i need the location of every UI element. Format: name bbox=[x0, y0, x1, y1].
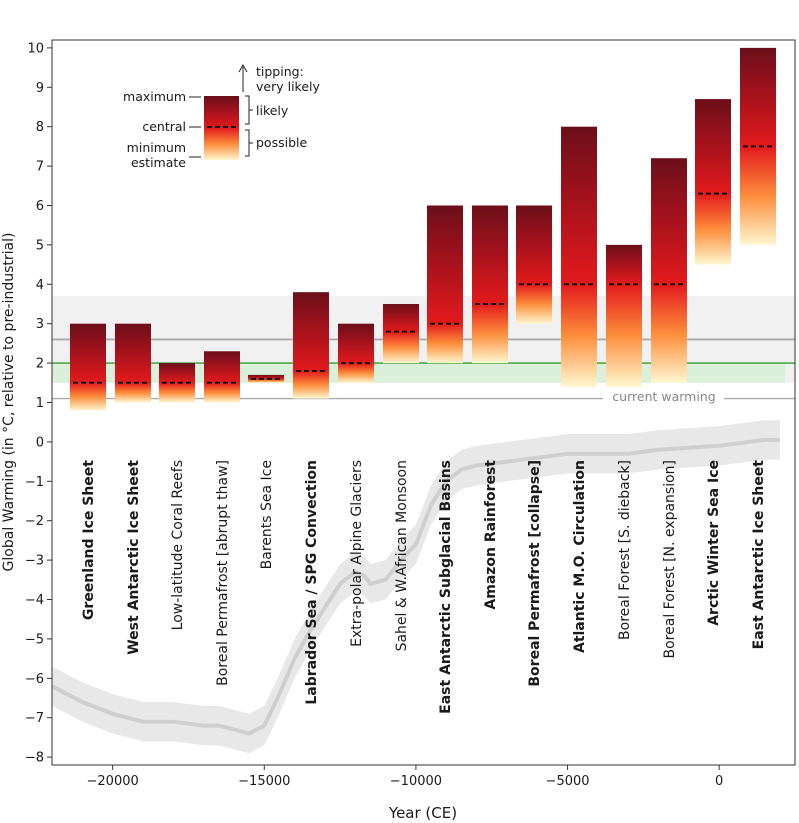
x-tick-label-1: −15000 bbox=[238, 774, 290, 789]
bar-10 bbox=[516, 205, 552, 324]
y-tick-label-17: 9 bbox=[36, 81, 44, 96]
x-tick-label-3: −5000 bbox=[546, 774, 590, 789]
y-tick-label-18: 10 bbox=[27, 41, 44, 56]
y-tick-label-6: −2 bbox=[25, 514, 44, 529]
y-tick-label-14: 6 bbox=[36, 199, 44, 214]
bar-label-6: Extra-polar Alpine Glaciers bbox=[349, 460, 365, 647]
legend-tipping-1: tipping: bbox=[256, 64, 304, 79]
y-tick-label-4: −4 bbox=[25, 593, 44, 608]
y-tick-label-7: −1 bbox=[25, 475, 44, 490]
legend-minimum-1: minimum bbox=[127, 140, 186, 155]
y-tick-label-5: −3 bbox=[25, 554, 44, 569]
y-tick-label-11: 3 bbox=[36, 317, 44, 332]
legend-likely: likely bbox=[256, 103, 289, 118]
y-tick-label-1: −7 bbox=[25, 711, 44, 726]
y-tick-label-10: 2 bbox=[36, 357, 44, 372]
bar-label-4: Barents Sea Ice bbox=[259, 460, 275, 569]
bar-8 bbox=[427, 205, 463, 364]
tipping-bars bbox=[70, 47, 776, 411]
bar-13 bbox=[651, 158, 687, 383]
bar-7 bbox=[383, 303, 419, 364]
bar-3 bbox=[204, 351, 240, 403]
bar-label-14: Arctic Winter Sea Ice bbox=[706, 460, 722, 626]
bar-label-5: Labrador Sea / SPG Convection bbox=[304, 460, 320, 705]
bar-5 bbox=[293, 292, 329, 399]
y-axis-label: Global Warming (in °C, relative to pre-i… bbox=[1, 233, 17, 572]
legend-possible: possible bbox=[256, 135, 307, 150]
bar-label-9: Amazon Rainforest bbox=[483, 460, 499, 610]
history-spread bbox=[52, 420, 780, 754]
y-tick-label-2: −6 bbox=[25, 672, 44, 687]
bar-12 bbox=[606, 244, 642, 387]
bar-label-7: Sahel & W.African Monsoon bbox=[394, 460, 410, 651]
legend-tipping-2: very likely bbox=[256, 79, 321, 94]
bar-11 bbox=[561, 126, 597, 387]
y-tick-label-13: 5 bbox=[36, 238, 44, 253]
legend-minimum-2: estimate bbox=[131, 155, 186, 170]
current-warming-annotation: current warming bbox=[603, 389, 724, 404]
y-tick-label-12: 4 bbox=[36, 278, 44, 293]
history-line bbox=[52, 437, 780, 736]
y-tick-label-8: 0 bbox=[36, 435, 44, 450]
x-tick-label-0: −20000 bbox=[87, 774, 139, 789]
x-axis-ticks: −20000 −15000 −10000 −5000 0 bbox=[87, 765, 723, 789]
y-tick-label-3: −5 bbox=[25, 632, 44, 647]
bar-label-8: East Antarctic Subglacial Basins bbox=[438, 460, 454, 714]
bar-label-2: Low-latitude Coral Reefs bbox=[170, 460, 186, 630]
bar-label-0: Greenland Ice Sheet bbox=[81, 460, 97, 620]
temperature-history bbox=[52, 420, 780, 754]
y-tick-label-15: 7 bbox=[36, 160, 44, 175]
bar-9 bbox=[472, 205, 508, 364]
bar-label-11: Atlantic M.O. Circulation bbox=[572, 460, 588, 653]
bar-0 bbox=[70, 323, 106, 411]
x-tick-label-4: 0 bbox=[715, 774, 723, 789]
legend-central: central bbox=[142, 119, 186, 134]
bar-6 bbox=[338, 323, 374, 383]
bar-1 bbox=[115, 323, 151, 403]
legend-maximum: maximum bbox=[123, 89, 186, 104]
bar-4 bbox=[248, 374, 284, 383]
legend-arrow-head bbox=[238, 63, 248, 73]
bar-label-15: East Antarctic Ice Sheet bbox=[751, 460, 767, 650]
y-tick-label-16: 8 bbox=[36, 120, 44, 135]
bar-label-3: Boreal Permafrost [abrupt thaw] bbox=[215, 460, 231, 686]
bar-label-1: West Antarctic Ice Sheet bbox=[126, 460, 142, 655]
current-warming-label: current warming bbox=[612, 389, 715, 404]
x-axis-label: Year (CE) bbox=[388, 804, 457, 822]
x-tick-label-2: −10000 bbox=[390, 774, 442, 789]
tipping-labels: Greenland Ice Sheet West Antarctic Ice Sh… bbox=[81, 460, 767, 714]
legend-likely-bracket bbox=[245, 95, 253, 125]
bar-label-13: Boreal Forest [N. expansion] bbox=[662, 460, 678, 658]
y-axis-ticks: −8 −7 −6 −5 −4 −3 −2 −1 0 1 2 3 4 5 6 7 8 9 10 bbox=[25, 41, 52, 766]
y-tick-label-0: −8 bbox=[25, 751, 44, 766]
bar-label-12: Boreal Forest [S. dieback] bbox=[617, 460, 633, 640]
legend-possible-bracket bbox=[245, 129, 253, 157]
bar-label-10: Boreal Permafrost [collapse] bbox=[527, 460, 543, 687]
y-tick-label-9: 1 bbox=[36, 396, 44, 411]
bar-14 bbox=[695, 99, 731, 265]
